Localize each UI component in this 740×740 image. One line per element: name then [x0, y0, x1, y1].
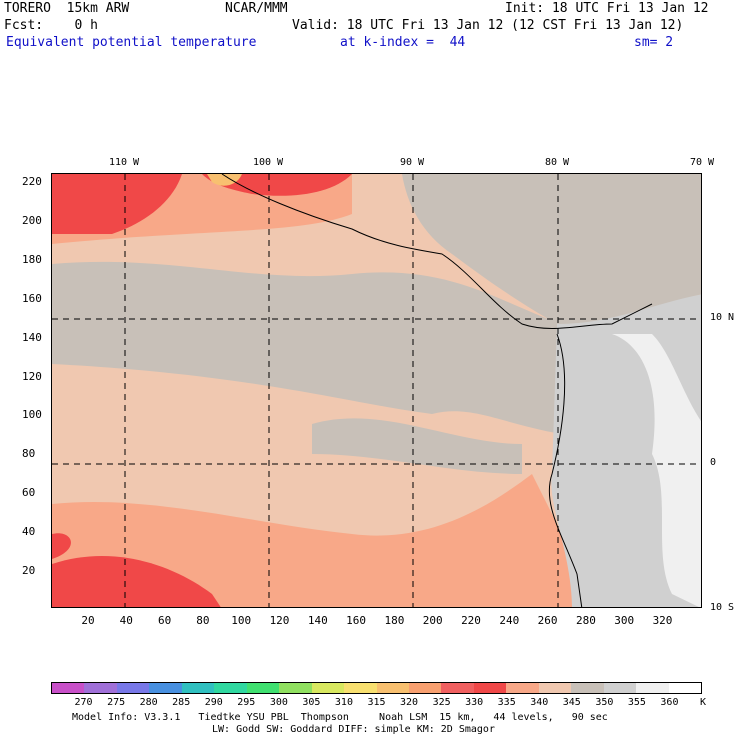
- lat-label-10n: 10 N: [710, 312, 735, 323]
- colorbar-swatch: [376, 683, 409, 693]
- map-panel: [51, 173, 702, 608]
- colorbar-swatch: [668, 683, 702, 693]
- colorbar-swatch: [214, 683, 247, 693]
- x-tick-label: 200: [422, 614, 443, 627]
- x-tick-label: 60: [157, 614, 172, 627]
- lon-label-70w: 70 W: [689, 157, 715, 168]
- colorbar-swatch: [116, 683, 150, 693]
- forecast-hour: Fcst: 0 h: [4, 18, 98, 33]
- colorbar-tick-label: 350: [595, 697, 614, 708]
- colorbar-tick-label: 320: [400, 697, 419, 708]
- lat-label-0: 0: [710, 457, 717, 468]
- x-tick-label: 280: [575, 614, 596, 627]
- smoothing-label: sm= 2: [634, 35, 674, 50]
- colorbar-swatch: [181, 683, 215, 693]
- x-tick-label: 80: [196, 614, 210, 627]
- center-name: NCAR/MMM: [225, 1, 288, 16]
- colorbar-swatch: [311, 683, 345, 693]
- colorbar-swatch: [506, 683, 539, 693]
- y-tick-label: 160: [22, 291, 42, 305]
- lon-label-80w: 80 W: [544, 157, 570, 168]
- y-tick-label: 80: [22, 447, 36, 461]
- lon-label-90w: 90 W: [399, 157, 425, 168]
- colorbar-swatch: [149, 683, 182, 693]
- y-tick-label: 60: [22, 486, 36, 500]
- colorbar-tick-label: 280: [139, 697, 158, 708]
- lat-label-10s: 10 S: [710, 602, 735, 613]
- colorbar-swatch: [603, 683, 637, 693]
- colorbar-tick-label: 275: [107, 697, 126, 708]
- colorbar: [51, 682, 702, 694]
- x-tick-label: 220: [461, 614, 481, 627]
- colorbar-tick-label: 325: [432, 697, 451, 708]
- colorbar-unit: K: [699, 697, 707, 708]
- y-tick-label: 20: [22, 564, 36, 577]
- lon-label-100w: 100 W: [252, 157, 284, 168]
- footer-physics-info: LW: Godd SW: Goddard DIFF: simple KM: 2D…: [212, 724, 495, 735]
- colorbar-swatch: [84, 683, 117, 693]
- level-label: at k-index = 44: [340, 35, 466, 50]
- x-tick-label: 160: [346, 614, 367, 627]
- x-tick-label: 120: [269, 614, 290, 627]
- y-tick-label: 100: [22, 408, 42, 422]
- x-tick-label: 260: [537, 614, 558, 627]
- y-tick-label: 120: [22, 369, 42, 383]
- lon-label-110w: 110 W: [108, 157, 140, 168]
- y-tick-label: 140: [22, 330, 42, 344]
- colorbar-tick-label: 270: [74, 697, 93, 708]
- colorbar-tick-label: 305: [302, 697, 321, 708]
- colorbar-tick-label: 315: [367, 697, 386, 708]
- colorbar-swatch: [538, 683, 572, 693]
- colorbar-tick-label: 330: [465, 697, 484, 708]
- field-title: Equivalent potential temperature: [6, 35, 257, 50]
- colorbar-tick-label: 360: [660, 697, 679, 708]
- x-tick-label: 40: [119, 614, 133, 627]
- colorbar-tick-label: 355: [627, 697, 646, 708]
- colorbar-tick-label: 335: [497, 697, 516, 708]
- colorbar-tick-label: 295: [237, 697, 256, 708]
- valid-time: Valid: 18 UTC Fri 13 Jan 12 (12 CST Fri …: [292, 18, 684, 33]
- colorbar-swatch: [52, 683, 85, 693]
- colorbar-swatch: [344, 683, 377, 693]
- x-tick-label: 180: [384, 614, 405, 627]
- colorbar-swatch: [571, 683, 604, 693]
- colorbar-tick-label: 290: [204, 697, 223, 708]
- colorbar-swatch: [473, 683, 507, 693]
- theta-e-field: [52, 174, 701, 607]
- x-tick-label: 240: [499, 614, 520, 627]
- footer-model-info: Model Info: V3.3.1 Tiedtke YSU PBL Thomp…: [72, 712, 608, 723]
- x-tick-label: 140: [307, 614, 328, 627]
- y-tick-label: 220: [22, 175, 42, 188]
- colorbar-tick-label: 285: [172, 697, 191, 708]
- colorbar-swatch: [441, 683, 474, 693]
- init-time: Init: 18 UTC Fri 13 Jan 12: [505, 1, 709, 16]
- colorbar-tick-label: 310: [334, 697, 353, 708]
- colorbar-swatch: [279, 683, 312, 693]
- x-tick-label: 100: [231, 614, 252, 627]
- x-tick-label: 300: [614, 614, 635, 627]
- colorbar-tick-label: 345: [562, 697, 581, 708]
- colorbar-tick-label: 340: [530, 697, 549, 708]
- x-tick-label: 20: [81, 614, 95, 627]
- model-name: TORERO 15km ARW: [4, 1, 130, 16]
- y-tick-label: 180: [22, 252, 42, 266]
- colorbar-tick-label: 300: [269, 697, 288, 708]
- colorbar-swatch: [408, 683, 442, 693]
- y-tick-label: 200: [22, 213, 42, 227]
- colorbar-swatch: [246, 683, 280, 693]
- x-tick-label: 320: [652, 614, 673, 627]
- y-tick-label: 40: [22, 525, 36, 539]
- colorbar-swatch: [636, 683, 669, 693]
